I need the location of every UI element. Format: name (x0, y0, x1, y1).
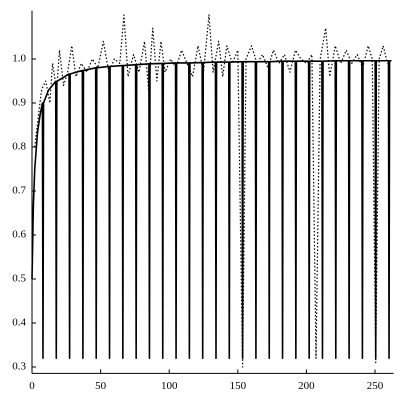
x-tick-label: 150 (230, 380, 247, 392)
y-tick-label: 0.8 (12, 141, 26, 153)
dotted-line (34, 14, 388, 368)
x-tick-label: 250 (367, 380, 384, 392)
x-tick-label: 100 (161, 380, 178, 392)
y-tick-label: 0.7 (12, 185, 26, 197)
y-tick-label: 0.4 (12, 317, 26, 329)
x-tick-label: 0 (29, 380, 35, 392)
solid-line (31, 59, 392, 359)
x-tick-label: 50 (95, 380, 107, 392)
x-tick-label: 200 (298, 380, 315, 392)
y-tick-label: 1.0 (12, 53, 26, 65)
y-tick-label: 0.6 (12, 229, 26, 241)
y-tick-label: 0.9 (12, 97, 26, 109)
y-tick-label: 0.3 (12, 361, 26, 373)
y-tick-label: 0.5 (12, 273, 26, 285)
